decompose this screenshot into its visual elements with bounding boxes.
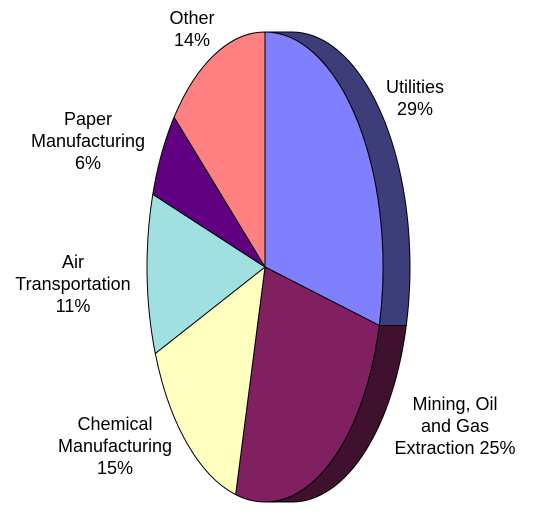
slice-label-0-line-0: Utilities [386,77,444,97]
slice-label-4: Paper Manufacturing 6% [31,109,145,173]
pie-slice-5 [173,31,266,268]
slice-label-0: Utilities 29% [386,77,444,119]
pie-labels: Utilities 29% Mining, Oil and Gas Extraction… [15,8,515,478]
slice-label-5-line-1: 14% [174,30,210,50]
slice-label-1-line-2: Extraction 25% [394,438,515,458]
slice-label-3-line-2: 11% [56,296,91,316]
slice-label-2-line-1: Manufacturing [58,436,172,456]
slice-label-3-line-0: Air [62,252,84,272]
slice-label-5-line-0: Other [169,8,214,28]
slice-label-1-line-1: and Gas [421,416,489,436]
pie-slice-1 [235,266,380,503]
slice-label-1: Mining, Oil and Gas Extraction 25% [394,394,515,458]
pie-slice-0 [264,31,384,326]
slice-label-3: Air Transportation 11% [15,252,130,316]
pie-slices [146,31,384,503]
slice-label-2-line-2: 15% [97,458,133,478]
slice-label-2: Chemical Manufacturing 15% [58,414,172,478]
slice-label-1-line-0: Mining, Oil [412,394,497,414]
slice-label-4-line-2: 6% [75,153,101,173]
slice-label-4-line-0: Paper [64,109,112,129]
pie-slice-2 [154,266,266,496]
slice-label-2-line-0: Chemical [77,414,152,434]
slice-label-4-line-1: Manufacturing [31,131,145,151]
pie-slice-3 [146,193,266,355]
slice-label-0-line-1: 29% [397,99,433,119]
slice-label-3-line-1: Transportation [15,274,130,294]
slice-label-5: Other 14% [169,8,214,50]
